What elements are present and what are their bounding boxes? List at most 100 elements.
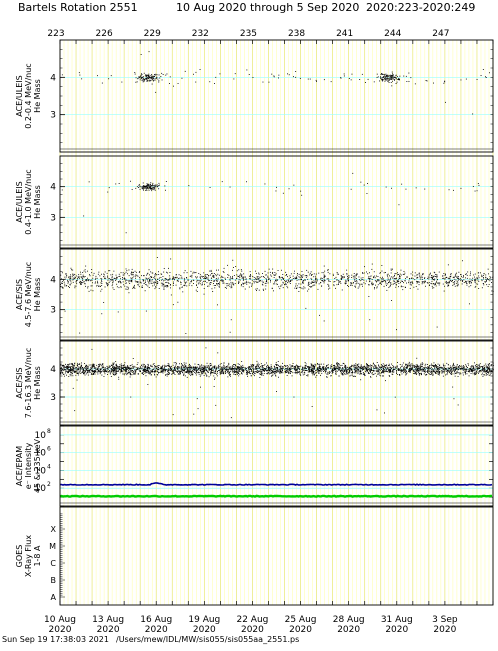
data-point bbox=[198, 280, 199, 281]
data-point bbox=[359, 79, 360, 80]
data-point bbox=[209, 376, 210, 377]
data-point bbox=[340, 371, 341, 372]
data-point bbox=[388, 78, 389, 79]
data-point bbox=[394, 276, 395, 277]
data-point bbox=[290, 283, 291, 284]
data-point bbox=[271, 74, 272, 75]
data-point bbox=[184, 272, 185, 273]
y-tick-label: 4 bbox=[50, 73, 56, 83]
data-point bbox=[378, 368, 379, 369]
data-point bbox=[152, 285, 153, 286]
data-point bbox=[378, 279, 379, 280]
data-point bbox=[400, 282, 401, 283]
data-point bbox=[369, 281, 370, 282]
data-point bbox=[354, 273, 355, 274]
data-point bbox=[74, 371, 75, 372]
data-point bbox=[434, 279, 435, 280]
data-point bbox=[210, 373, 211, 374]
data-point bbox=[348, 373, 349, 374]
data-point bbox=[189, 364, 190, 365]
data-point bbox=[433, 374, 434, 375]
data-point bbox=[183, 367, 184, 368]
data-point bbox=[310, 79, 311, 80]
data-point bbox=[485, 76, 486, 77]
data-point bbox=[245, 283, 246, 284]
data-point bbox=[147, 286, 148, 287]
data-point bbox=[383, 376, 384, 377]
data-point bbox=[394, 79, 395, 80]
data-point bbox=[252, 368, 253, 369]
data-point bbox=[156, 77, 157, 78]
data-point bbox=[313, 366, 314, 367]
data-point bbox=[274, 272, 275, 273]
data-point bbox=[99, 371, 100, 372]
data-point bbox=[129, 280, 130, 281]
data-point bbox=[281, 371, 282, 372]
data-point bbox=[334, 365, 335, 366]
data-point bbox=[472, 114, 473, 115]
data-point bbox=[253, 374, 254, 375]
data-point bbox=[351, 284, 352, 285]
data-point bbox=[321, 278, 322, 279]
data-point bbox=[474, 369, 475, 370]
data-point bbox=[324, 282, 325, 283]
data-point bbox=[147, 366, 148, 367]
data-point bbox=[298, 371, 299, 372]
data-point bbox=[184, 364, 185, 365]
data-point bbox=[328, 285, 329, 286]
data-point bbox=[476, 373, 477, 374]
data-point bbox=[209, 81, 210, 82]
data-point bbox=[382, 81, 383, 82]
data-point bbox=[98, 272, 99, 273]
data-point bbox=[222, 181, 223, 182]
data-point bbox=[428, 373, 429, 374]
data-point bbox=[489, 371, 490, 372]
data-point bbox=[321, 286, 322, 287]
data-point bbox=[435, 371, 436, 372]
data-point bbox=[286, 372, 287, 373]
data-point bbox=[392, 365, 393, 366]
data-point bbox=[277, 284, 278, 285]
data-point bbox=[246, 374, 247, 375]
data-point bbox=[152, 186, 153, 187]
data-point bbox=[115, 280, 116, 281]
data-point bbox=[488, 286, 489, 287]
data-point bbox=[299, 276, 300, 277]
data-point bbox=[170, 76, 171, 77]
data-point bbox=[373, 374, 374, 375]
data-point bbox=[369, 272, 370, 273]
data-point bbox=[131, 274, 132, 275]
data-point bbox=[73, 282, 74, 283]
data-point bbox=[163, 284, 164, 285]
data-point bbox=[352, 372, 353, 373]
data-point bbox=[94, 372, 95, 373]
data-point bbox=[424, 283, 425, 284]
data-point bbox=[467, 367, 468, 368]
data-point bbox=[408, 364, 409, 365]
data-point bbox=[302, 371, 303, 372]
data-point bbox=[387, 81, 388, 82]
data-point bbox=[205, 281, 206, 282]
data-point bbox=[70, 369, 71, 370]
data-point bbox=[259, 371, 260, 372]
data-point bbox=[384, 280, 385, 281]
data-point bbox=[356, 275, 357, 276]
data-point bbox=[401, 281, 402, 282]
data-point bbox=[386, 75, 387, 76]
data-point bbox=[303, 374, 304, 375]
data-point bbox=[465, 277, 466, 278]
data-point bbox=[484, 273, 485, 274]
data-point bbox=[282, 366, 283, 367]
data-point bbox=[429, 282, 430, 283]
data-point bbox=[488, 273, 489, 274]
data-point bbox=[152, 279, 153, 280]
data-point bbox=[349, 277, 350, 278]
data-point bbox=[150, 373, 151, 374]
data-point bbox=[230, 371, 231, 372]
data-point bbox=[437, 369, 438, 370]
data-point bbox=[382, 376, 383, 377]
data-point bbox=[320, 279, 321, 280]
data-point bbox=[98, 367, 99, 368]
data-point bbox=[297, 275, 298, 276]
data-point bbox=[190, 371, 191, 372]
